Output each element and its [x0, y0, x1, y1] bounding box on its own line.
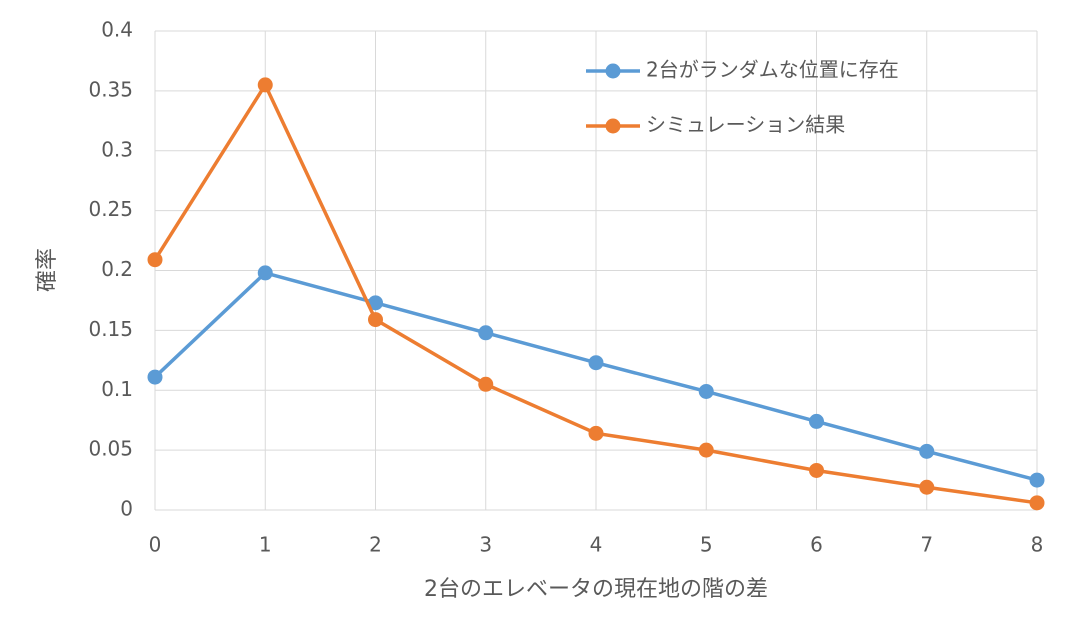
data-point: [478, 325, 494, 341]
data-point: [257, 265, 273, 281]
data-point: [368, 295, 383, 311]
y-tick-label: 0.3: [101, 137, 133, 161]
x-axis-label: 2台のエレベータの現在地の階の差: [424, 577, 768, 602]
y-tick-label: 0.05: [88, 437, 133, 461]
data-point: [698, 383, 714, 399]
data-point: [368, 312, 383, 328]
x-tick-label: 3: [479, 533, 492, 557]
data-point: [1029, 472, 1045, 488]
data-point: [147, 369, 163, 385]
x-tick-label: 5: [700, 533, 713, 557]
data-point: [478, 376, 494, 392]
x-tick-label: 6: [810, 533, 823, 557]
y-tick-label: 0.15: [88, 317, 133, 341]
data-point: [588, 355, 604, 371]
y-tick-label: 0.35: [88, 77, 133, 101]
x-tick-label: 2: [369, 533, 382, 557]
x-tick-label: 4: [590, 533, 603, 557]
data-point: [698, 442, 714, 458]
legend-marker: [605, 63, 621, 79]
x-tick-label: 1: [259, 533, 272, 557]
y-tick-label: 0: [120, 497, 133, 521]
data-point: [809, 462, 824, 478]
legend-marker: [605, 118, 621, 134]
y-tick-label: 0.2: [101, 257, 133, 281]
x-tick-label: 7: [920, 533, 933, 557]
data-point: [1029, 495, 1045, 511]
data-point: [588, 425, 604, 441]
x-tick-label: 8: [1031, 533, 1044, 557]
legend-label: シミュレーション結果: [646, 113, 845, 137]
data-point: [809, 413, 824, 429]
y-axis-label: 確率: [35, 248, 60, 292]
x-tick-label: 0: [149, 533, 162, 557]
data-point: [919, 479, 935, 495]
data-point: [919, 443, 935, 459]
data-point: [257, 77, 273, 93]
legend-label: 2台がランダムな位置に存在: [646, 58, 899, 82]
y-tick-label: 0.1: [101, 377, 133, 401]
y-tick-label: 0.4: [101, 18, 133, 42]
data-point: [147, 252, 163, 268]
y-tick-label: 0.25: [88, 197, 133, 221]
